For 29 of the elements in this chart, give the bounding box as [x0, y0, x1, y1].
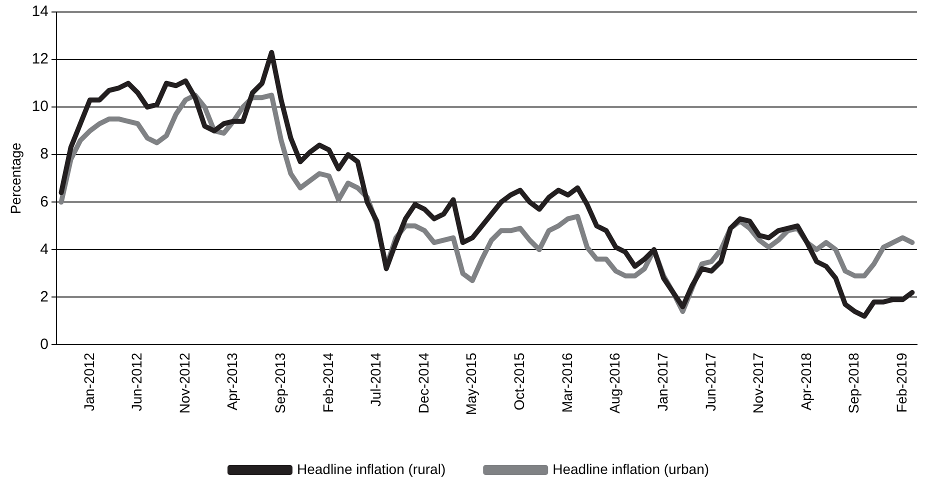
y-tick-label: 14 — [32, 3, 48, 20]
y-axis-title: Percentage — [7, 142, 24, 214]
y-tick-label: 10 — [32, 98, 48, 116]
x-tick-label: Feb-2014 — [320, 352, 336, 413]
x-tick-label: Aug-2016 — [606, 352, 623, 414]
x-tick-label: May-2015 — [463, 352, 480, 416]
x-tick-label: Nov-2017 — [750, 352, 766, 414]
legend-label: Headline inflation (urban) — [552, 460, 710, 477]
y-tick-label: 4 — [40, 240, 48, 258]
x-tick-label: Dec-2014 — [415, 352, 432, 414]
x-tick-label: Sep-2013 — [272, 352, 288, 414]
x-tick-label: Nov-2012 — [176, 352, 192, 414]
x-tick-label: Apr-2018 — [798, 352, 814, 410]
legend-label: Headline inflation (rural) — [296, 460, 446, 477]
x-tick-label: Apr-2013 — [224, 352, 240, 410]
x-tick-label: Oct-2015 — [511, 352, 528, 410]
y-tick-label: 2 — [40, 288, 48, 306]
x-tick-label: Feb-2019 — [893, 352, 910, 413]
x-tick-label: Sep-2018 — [846, 352, 862, 414]
x-tick-label: Jun-2017 — [702, 352, 718, 412]
x-tick-label: Jan-2017 — [654, 352, 670, 412]
y-tick-label: 8 — [40, 146, 48, 163]
x-tick-label: Jul-2014 — [368, 352, 384, 406]
y-tick-label: 12 — [32, 50, 48, 68]
y-tick-label: 6 — [40, 193, 48, 210]
y-tick-label: 0 — [40, 336, 48, 353]
x-tick-label: Mar-2016 — [558, 352, 575, 413]
x-tick-label: Jun-2012 — [128, 352, 145, 412]
x-tick-label: Jan-2012 — [80, 352, 97, 412]
